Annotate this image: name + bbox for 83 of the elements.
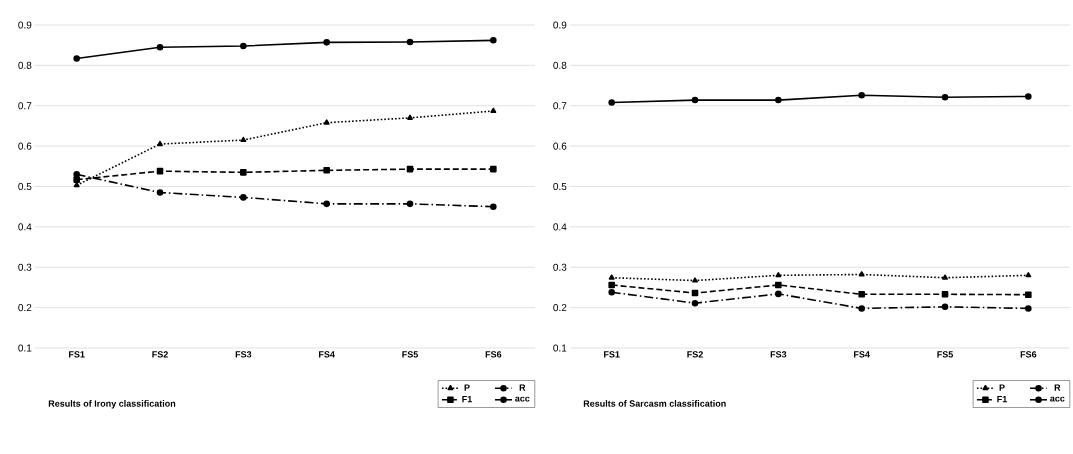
y-tick-label: 0.5 xyxy=(553,182,567,191)
point xyxy=(490,107,497,114)
point xyxy=(490,37,497,44)
legend-label: F1 xyxy=(462,396,472,403)
point xyxy=(240,169,247,176)
y-tick-label: 0.3 xyxy=(18,263,32,271)
x-tick-label: FS2 xyxy=(687,351,703,358)
point xyxy=(240,42,247,50)
point xyxy=(691,299,699,307)
y-tick-label: 0.2 xyxy=(553,304,567,312)
y-tick-label: 0.1 xyxy=(553,344,567,352)
y-tick-label: 0.7 xyxy=(553,102,567,110)
x-tick-label: FS6 xyxy=(1020,351,1037,358)
x-tick-label: FS2 xyxy=(152,351,168,358)
point xyxy=(156,43,164,51)
x-tick-label: FS5 xyxy=(402,351,419,358)
x-tick-label: FS6 xyxy=(485,351,502,358)
point xyxy=(490,203,497,210)
y-tick-label: 0.4 xyxy=(553,223,567,231)
point xyxy=(407,114,413,120)
y-tick-label: 0.7 xyxy=(18,102,32,110)
x-tick-label: FS3 xyxy=(235,351,252,358)
point xyxy=(73,176,80,183)
y-tick-label: 0.9 xyxy=(18,21,32,29)
x-tick-label: FS3 xyxy=(770,351,787,358)
point xyxy=(858,291,865,298)
point xyxy=(775,96,782,104)
point xyxy=(942,274,948,280)
point xyxy=(490,165,497,173)
point xyxy=(941,291,949,298)
point xyxy=(1025,305,1032,312)
point xyxy=(608,99,615,106)
legend-label: R xyxy=(1054,384,1061,391)
y-tick-label: 0.5 xyxy=(18,182,32,191)
point xyxy=(775,272,782,278)
point xyxy=(323,39,330,46)
point xyxy=(240,194,247,201)
y-tick-label: 0.9 xyxy=(553,21,567,29)
legend-label: P xyxy=(999,384,1005,391)
point xyxy=(156,189,164,196)
y-tick-label: 0.2 xyxy=(18,304,32,312)
y-tick-label: 0.6 xyxy=(18,142,32,150)
point xyxy=(691,96,699,104)
point xyxy=(775,290,782,298)
point xyxy=(323,167,330,174)
legend-label: F1 xyxy=(997,396,1007,403)
point xyxy=(1025,93,1032,100)
legend-label: P xyxy=(464,384,470,391)
point xyxy=(608,274,615,280)
y-tick-label: 0.1 xyxy=(18,344,32,352)
text: Results of Irony classification xyxy=(48,400,176,409)
point xyxy=(1025,272,1032,278)
point xyxy=(406,200,414,208)
point xyxy=(406,38,414,46)
point xyxy=(608,288,615,296)
x-tick-label: FS1 xyxy=(69,351,85,358)
point xyxy=(323,200,330,208)
legend-label: acc xyxy=(1050,396,1065,402)
point xyxy=(941,303,949,311)
point xyxy=(692,277,698,283)
legend-label: acc xyxy=(515,396,530,402)
point xyxy=(858,305,865,312)
x-tick-label: FS4 xyxy=(854,351,870,358)
point xyxy=(1025,291,1032,298)
legend-label: R xyxy=(519,384,526,391)
point xyxy=(73,55,80,62)
point xyxy=(858,91,865,99)
point xyxy=(608,281,615,289)
y-tick-label: 0.3 xyxy=(553,263,567,271)
point xyxy=(157,140,163,147)
point xyxy=(323,119,330,125)
point xyxy=(941,93,949,101)
text: Results of Sarcasm classification xyxy=(583,400,726,407)
point xyxy=(858,271,865,277)
y-tick-label: 0.6 xyxy=(553,142,567,150)
x-tick-label: FS1 xyxy=(604,351,620,358)
y-tick-label: 0.8 xyxy=(18,61,32,69)
point xyxy=(775,281,782,289)
point xyxy=(240,136,247,143)
x-tick-label: FS5 xyxy=(937,351,954,358)
y-tick-label: 0.4 xyxy=(18,223,32,231)
y-tick-label: 0.8 xyxy=(553,61,567,69)
x-tick-label: FS4 xyxy=(319,351,335,358)
